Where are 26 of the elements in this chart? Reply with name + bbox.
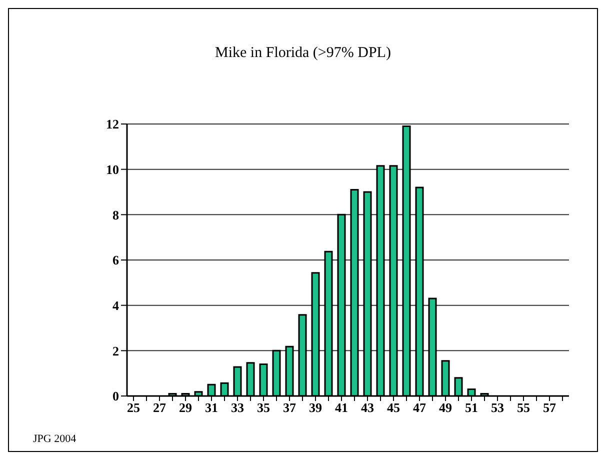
x-tick-label: 35 [257,400,270,416]
x-tick-label: 37 [283,400,296,416]
x-tick-label: 29 [179,400,192,416]
y-tick-label: 2 [112,343,119,358]
x-tick-label: 43 [361,400,374,416]
x-tick-label: 31 [205,400,218,416]
x-tick-label: 57 [543,400,556,416]
y-tick-label: 4 [112,298,120,313]
x-tick-label: 45 [387,400,400,416]
x-tick-label: 55 [517,400,530,416]
x-tick-label: 39 [309,400,322,416]
x-tick-label: 49 [439,400,452,416]
x-tick-label: 51 [465,400,478,416]
y-tick-label: 8 [112,207,120,222]
text: JPG 2004 [33,433,76,445]
x-tick-label: 27 [153,400,166,416]
x-tick-label: 47 [413,400,426,416]
x-tick-label: 33 [231,400,244,416]
x-tick-label: 41 [335,400,348,416]
x-tick-label: 25 [127,400,140,416]
y-tick-label: 10 [106,162,119,177]
x-tick-label: 53 [491,400,504,416]
y-tick-label: 12 [106,116,119,132]
y-tick-label: 6 [112,252,120,268]
y-tick-label: 0 [112,388,119,404]
chart-title: Mike in Florida (>97% DPL) [214,45,392,62]
